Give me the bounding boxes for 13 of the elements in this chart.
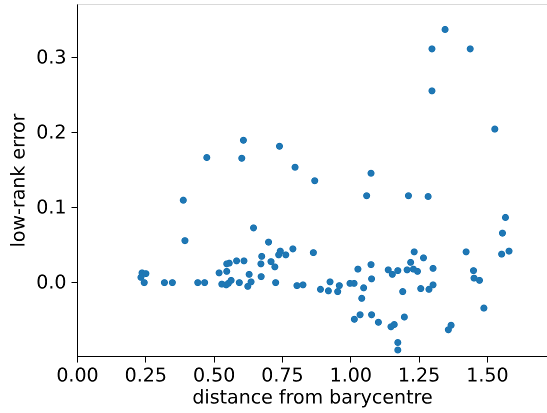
y-tick-label: 0.1 <box>36 196 66 218</box>
x-tick-label: 1.50 <box>466 364 509 386</box>
y-tick-label: 0.3 <box>36 46 66 69</box>
x-tick-label: 0.75 <box>261 364 304 386</box>
y-axis-title: low-rank error <box>7 113 30 248</box>
x-tick-label: 1.00 <box>330 364 372 386</box>
y-tick-label: 0.0 <box>36 271 66 294</box>
x-axis-title: distance from barycentre <box>192 386 433 408</box>
y-tick-label: 0.2 <box>36 122 66 144</box>
x-tick-label: 1.25 <box>398 364 440 386</box>
x-tick-label: 0.50 <box>192 364 236 386</box>
x-tick-label: 0.00 <box>56 364 99 386</box>
x-tick-label: 0.25 <box>124 364 167 386</box>
